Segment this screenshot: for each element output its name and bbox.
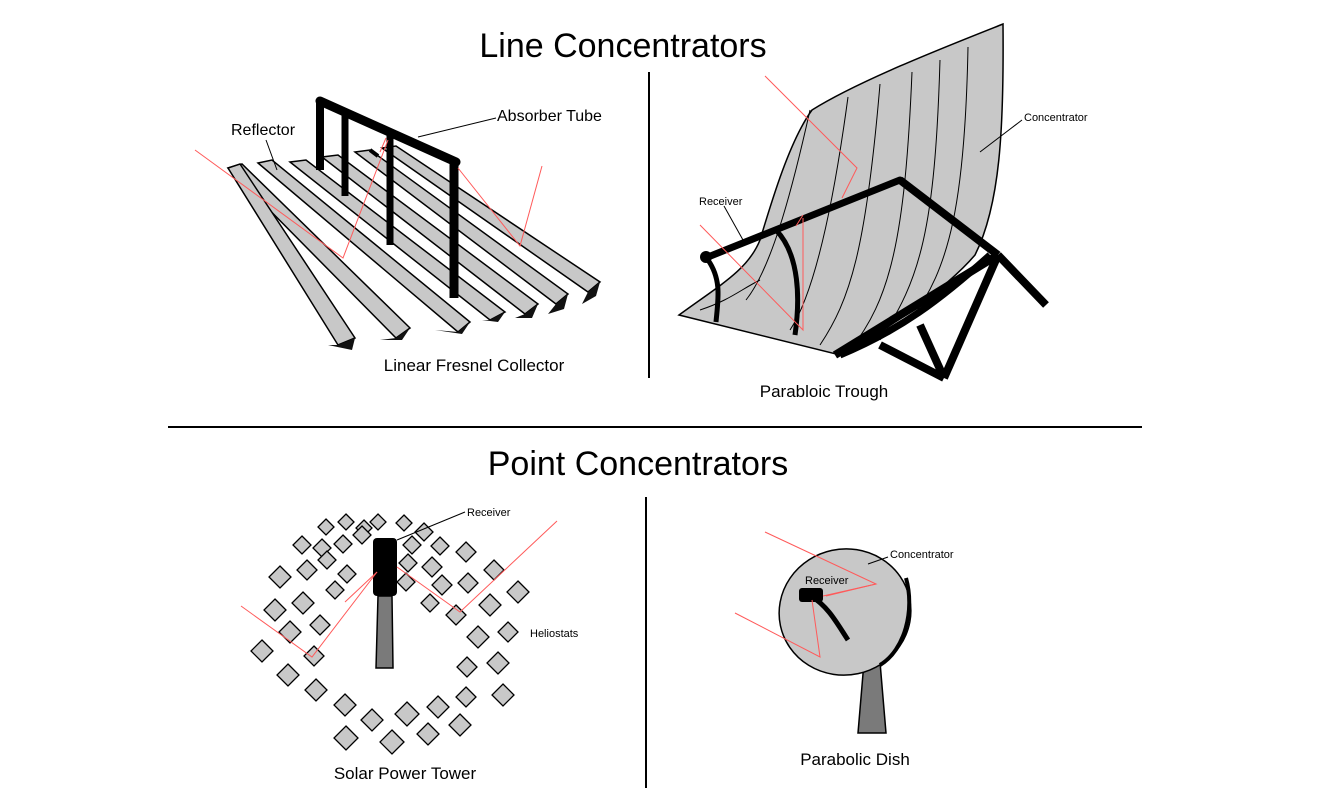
solar-power-tower-caption: Solar Power Tower bbox=[334, 764, 477, 783]
tower-receiver bbox=[373, 538, 397, 596]
heliostat bbox=[402, 535, 422, 555]
heliostat-field bbox=[250, 513, 530, 755]
parabolic-dish: Concentrator Receiver Parabolic Dish bbox=[734, 531, 954, 769]
trough-support-frame bbox=[832, 251, 1049, 382]
heliostat bbox=[396, 572, 416, 592]
dish-light-rays bbox=[734, 531, 878, 658]
trough-receiver-label: Receiver bbox=[699, 196, 743, 208]
heliostat bbox=[466, 625, 490, 649]
fresnel-mirror-strips bbox=[226, 145, 602, 350]
heliostat bbox=[420, 593, 440, 613]
dish-receiver bbox=[799, 588, 823, 602]
reflector-leader bbox=[265, 139, 278, 171]
heliostat bbox=[395, 514, 413, 532]
trough-concentrator-leader bbox=[979, 119, 1023, 153]
heliostat bbox=[276, 663, 300, 687]
dish-receiver-label: Receiver bbox=[805, 575, 849, 587]
absorber-leader bbox=[417, 117, 497, 138]
heliostat bbox=[333, 725, 359, 751]
heliostat bbox=[506, 580, 530, 604]
dish-concentrator-leader bbox=[867, 556, 889, 565]
heliostat bbox=[303, 645, 325, 667]
tower-shaft bbox=[375, 595, 394, 669]
dish-concentrator-label: Concentrator bbox=[890, 549, 954, 561]
heliostat bbox=[416, 722, 440, 746]
heliostat bbox=[337, 513, 355, 531]
heliostat bbox=[369, 513, 387, 531]
heliostat bbox=[337, 564, 357, 584]
heliostat bbox=[456, 656, 478, 678]
trough-concentrator-surface bbox=[677, 22, 1004, 356]
linear-fresnel-caption: Linear Fresnel Collector bbox=[384, 356, 565, 375]
trough-concentrator-label: Concentrator bbox=[1024, 112, 1088, 124]
heliostat bbox=[445, 604, 467, 626]
tower-receiver-label: Receiver bbox=[467, 507, 511, 519]
absorber-tube-label: Absorber Tube bbox=[497, 108, 602, 125]
heliostat bbox=[333, 693, 357, 717]
heliostat bbox=[309, 614, 331, 636]
heliostat bbox=[291, 591, 315, 615]
heliostat bbox=[296, 559, 318, 581]
tower-receiver-leader bbox=[396, 511, 466, 541]
heliostat bbox=[278, 620, 302, 644]
heliostat bbox=[352, 525, 372, 545]
parabolic-trough: Receiver Concentrator Parabloic Trough bbox=[677, 22, 1088, 401]
solar-power-tower: Receiver Heliostats Solar Power Tower bbox=[240, 507, 579, 783]
heliostat bbox=[421, 556, 443, 578]
heliostats-label: Heliostats bbox=[530, 628, 579, 640]
trough-light-rays bbox=[699, 75, 858, 332]
heliostat bbox=[379, 729, 405, 755]
fresnel-absorber-frame bbox=[315, 96, 461, 298]
heliostat bbox=[360, 708, 384, 732]
parabolic-trough-caption: Parabloic Trough bbox=[760, 382, 889, 401]
heliostat bbox=[325, 580, 345, 600]
heliostat bbox=[491, 683, 515, 707]
heliostat bbox=[478, 593, 502, 617]
heliostat bbox=[317, 518, 335, 536]
heliostat bbox=[497, 621, 519, 643]
linear-fresnel-collector: Reflector Absorber Tube Linear Fresnel C… bbox=[194, 96, 602, 375]
line-concentrators-title: Line Concentrators bbox=[479, 27, 766, 65]
heliostat bbox=[455, 541, 477, 563]
heliostat bbox=[431, 574, 453, 596]
point-concentrators-title: Point Concentrators bbox=[488, 445, 789, 483]
heliostat bbox=[455, 686, 477, 708]
heliostat bbox=[426, 695, 450, 719]
heliostat bbox=[457, 572, 479, 594]
heliostat bbox=[292, 535, 312, 555]
reflector-label: Reflector bbox=[231, 122, 296, 139]
heliostat bbox=[304, 678, 328, 702]
heliostat bbox=[394, 701, 420, 727]
heliostat bbox=[486, 651, 510, 675]
fresnel-light-rays bbox=[194, 137, 543, 259]
trough-receiver-leader bbox=[723, 205, 744, 241]
heliostat bbox=[250, 639, 274, 663]
heliostat bbox=[483, 559, 505, 581]
tower-light-rays bbox=[240, 520, 558, 658]
parabolic-dish-caption: Parabolic Dish bbox=[800, 750, 910, 769]
heliostat bbox=[333, 534, 353, 554]
heliostat bbox=[268, 565, 292, 589]
heliostat bbox=[448, 713, 472, 737]
heliostat bbox=[263, 598, 287, 622]
heliostat bbox=[398, 553, 418, 573]
trough-receiver-tube bbox=[704, 176, 904, 261]
heliostat bbox=[317, 550, 337, 570]
heliostat bbox=[430, 536, 450, 556]
